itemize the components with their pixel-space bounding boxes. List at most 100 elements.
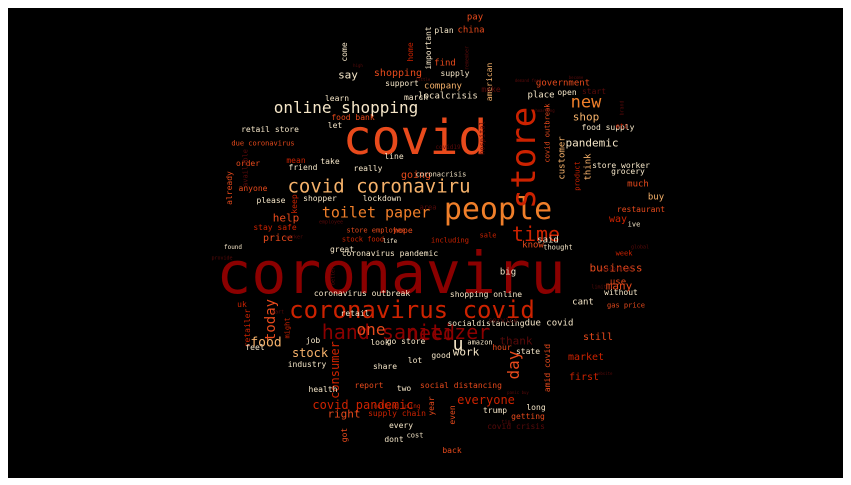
word-cloud: coronaviru covid people store covid coronavi… <box>8 8 843 478</box>
word-toilet-paper: toilet paper <box>321 203 431 222</box>
word-every: every <box>388 421 414 430</box>
word-website: website <box>595 371 613 376</box>
word-learn: learn <box>324 94 350 103</box>
word-trump: trump <box>482 406 508 415</box>
word-lot: lot <box>407 356 423 365</box>
word-tip: tip <box>501 419 511 426</box>
word-restaurant: restaurant <box>616 205 666 214</box>
word-getting: getting <box>511 412 545 421</box>
word-please: please <box>256 196 286 205</box>
word-really: really <box>353 164 383 173</box>
word-open: open <box>557 88 577 97</box>
word-brand: brand <box>619 100 626 116</box>
word-important: important <box>424 26 433 70</box>
word-hand-sanitizer: hand sanitizer <box>321 320 491 344</box>
word-shopping-online: shopping online <box>449 290 523 299</box>
word-essential: essential <box>601 266 635 273</box>
word-share: share <box>372 362 398 371</box>
word-find: find <box>434 58 456 69</box>
word-covid-crisis: covid crisis <box>487 422 545 431</box>
word-hospital: hospital <box>478 121 487 155</box>
word-without: without <box>604 288 638 297</box>
word-week: week <box>615 249 633 258</box>
word-cost: cost <box>406 431 424 440</box>
word-available: available <box>241 149 250 187</box>
word-retailer: retailer <box>243 308 252 348</box>
word-even: even <box>448 405 457 425</box>
word-ive: ive <box>627 220 641 229</box>
word-support: support <box>385 79 419 88</box>
word-big: big <box>499 267 517 278</box>
word-hope: hope <box>393 226 413 235</box>
word-worker: worker <box>284 234 304 241</box>
word-food: food <box>250 335 282 351</box>
word-mean: mean <box>286 156 306 165</box>
word-start: start <box>581 87 607 96</box>
word-online-shopping: online shopping <box>273 98 419 117</box>
word-gas-price: gas price <box>607 301 645 310</box>
word-anyone: anyone <box>238 184 268 193</box>
word-feel: feel <box>245 343 265 352</box>
word-social-distancing: social distancing <box>420 381 502 390</box>
word-going: going <box>400 170 432 181</box>
word-food-bank: food bank <box>331 113 375 122</box>
word-amid-covid: amid covid <box>543 343 552 393</box>
word-remember: remember <box>464 45 471 71</box>
word-year: year <box>427 396 436 416</box>
word-retail: retail <box>340 309 370 318</box>
word-use: use <box>609 277 627 288</box>
word-coronavirus-pandemic: coronavirus pandemic <box>341 249 439 258</box>
word-product: product <box>573 161 582 191</box>
word-shopper: shopper <box>303 194 337 203</box>
word-covid-pandemic: covid pandemic <box>312 398 414 412</box>
word-covid19: covid19 <box>435 144 461 151</box>
word-friend: friend <box>288 163 318 172</box>
word-buy: buy <box>647 192 665 203</box>
word-high: high <box>353 63 363 68</box>
word-limit: limit <box>591 284 607 291</box>
word-back: back <box>442 446 462 455</box>
word-make: make <box>481 85 501 94</box>
word-amazon: amazon <box>467 338 493 347</box>
word-need: need <box>406 321 456 345</box>
word-line: line <box>384 152 404 161</box>
word-still: still <box>582 332 614 343</box>
word-already: already <box>225 171 234 205</box>
word-shopping: shopping <box>373 68 423 79</box>
word-customer: customer <box>557 136 568 180</box>
word-one: one <box>356 320 386 339</box>
word-become: become <box>568 75 584 80</box>
word-hour: hour <box>492 343 512 352</box>
word-great: great <box>329 245 355 254</box>
word-shop: shop <box>572 110 600 124</box>
word-coronavirus-outbreak: coronavirus outbreak <box>313 289 411 298</box>
word-food-supply: food supply <box>581 123 635 132</box>
word-got: got <box>340 427 349 443</box>
word-stock: stock <box>291 346 329 360</box>
word-everyone: everyone <box>457 393 515 407</box>
word-grocery: grocery <box>611 167 645 176</box>
word-new: new <box>570 92 602 113</box>
word-little: little <box>415 77 431 82</box>
word-supply: supply <box>440 69 470 78</box>
word-company: company <box>424 81 462 92</box>
word-look: look <box>370 338 390 347</box>
word-go-store: go store <box>386 337 426 346</box>
word-first: first <box>568 372 600 383</box>
word-time: time <box>511 222 561 246</box>
word-might: might <box>283 317 292 339</box>
word-said: said <box>537 235 559 246</box>
word-price: price <box>262 233 294 244</box>
word-job: job <box>305 336 321 345</box>
word-part: part <box>271 309 285 316</box>
word-service: service <box>488 316 518 325</box>
word-think: think <box>583 153 594 181</box>
word-place: place <box>527 90 555 101</box>
word-etc: etc <box>615 122 629 131</box>
word-sale: sale <box>479 231 497 240</box>
word-state: state <box>515 347 541 356</box>
word-employee: employee <box>318 219 344 226</box>
word-march: march <box>403 93 429 102</box>
word-business: business <box>589 261 643 275</box>
word-china: china <box>457 25 485 36</box>
